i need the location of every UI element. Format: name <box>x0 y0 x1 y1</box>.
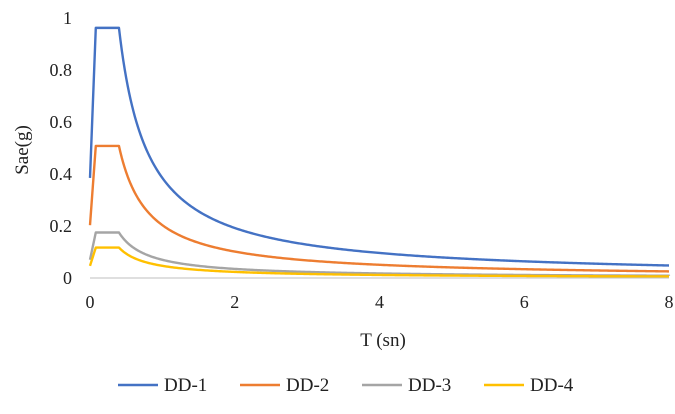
x-tick-label: 4 <box>375 292 384 312</box>
x-tick-label: 8 <box>665 292 674 312</box>
x-tick-label: 0 <box>86 292 95 312</box>
y-tick-label: 0.4 <box>50 164 73 184</box>
legend-label: DD-4 <box>530 375 574 396</box>
legend-label: DD-1 <box>164 375 207 396</box>
series-line-dd-4 <box>88 246 669 278</box>
y-axis-title: Sae(g) <box>12 125 33 175</box>
series-layer <box>88 26 671 278</box>
legend-label: DD-2 <box>286 375 329 396</box>
y-tick-label: 1 <box>63 8 72 28</box>
y-tick-label: 0.8 <box>50 60 73 80</box>
axis-layer: 0 2 4 6 8 0 0.2 0.4 0.6 0.8 1 <box>50 8 674 312</box>
legend: DD-1 DD-2 DD-3 DD-4 <box>118 375 574 396</box>
legend-label: DD-3 <box>408 375 451 396</box>
y-tick-label: 0.6 <box>50 112 73 132</box>
x-axis-title: T (sn) <box>360 330 406 351</box>
series-line-dd-1 <box>88 26 670 267</box>
y-tick-label: 0 <box>63 268 72 288</box>
legend-item-dd-3: DD-3 <box>362 375 451 396</box>
series-line-dd-2 <box>88 144 670 273</box>
legend-item-dd-4: DD-4 <box>484 375 574 396</box>
y-tick-label: 0.2 <box>50 216 73 236</box>
x-tick-label: 2 <box>230 292 239 312</box>
legend-item-dd-2: DD-2 <box>240 375 329 396</box>
legend-item-dd-1: DD-1 <box>118 375 207 396</box>
x-tick-label: 6 <box>520 292 529 312</box>
